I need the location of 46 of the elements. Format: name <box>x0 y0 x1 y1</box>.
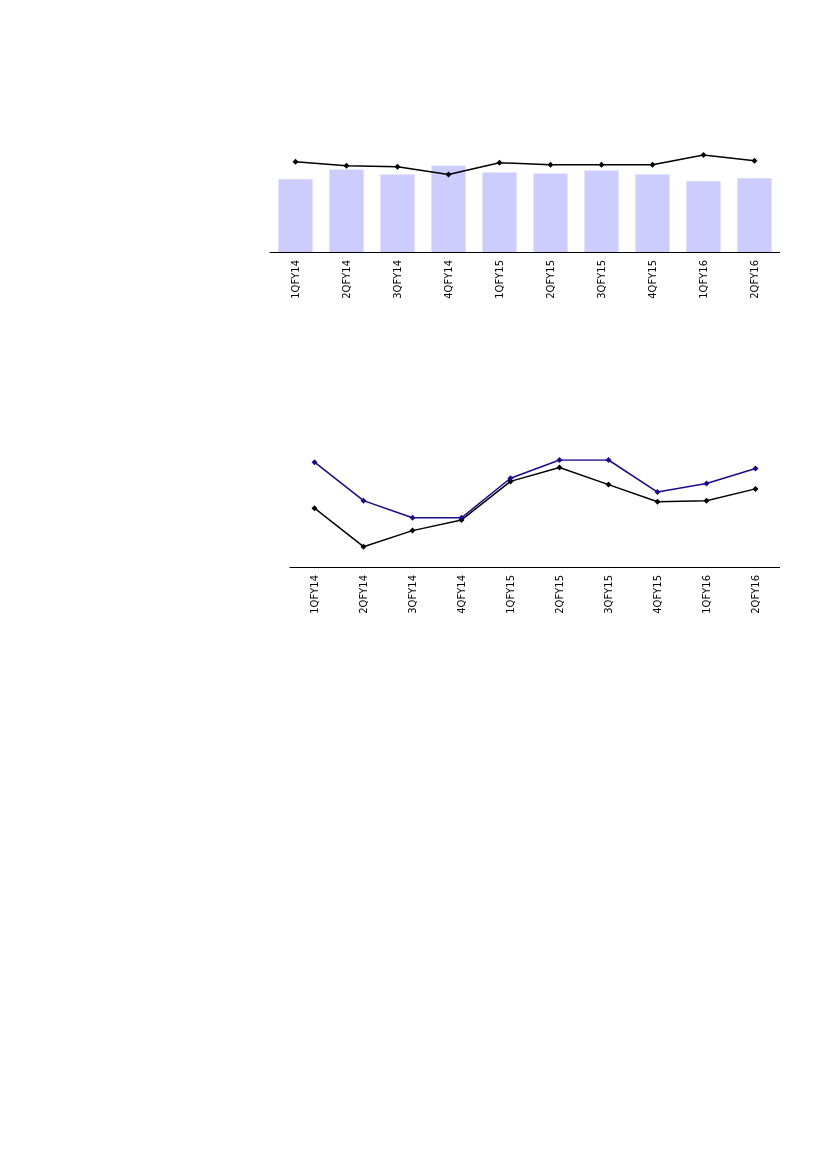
point <box>649 161 656 168</box>
x-tick-label: 2QFY16 <box>749 260 760 299</box>
x-tick-label: 2QFY14 <box>358 575 369 614</box>
point <box>292 158 299 165</box>
point <box>409 514 416 521</box>
point <box>605 457 612 463</box>
point <box>360 497 367 504</box>
x-tick-label: 1QFY16 <box>698 260 709 299</box>
x-tick-label: 3QFY15 <box>603 575 614 614</box>
point <box>700 152 707 158</box>
x-tick-label: 2QFY16 <box>750 575 761 614</box>
point <box>703 497 710 504</box>
x-tick-label: 1QFY16 <box>701 575 712 614</box>
point <box>496 159 503 166</box>
x-tick-label: 2QFY15 <box>554 575 565 614</box>
point <box>752 485 759 492</box>
x-tick-label: 2QFY15 <box>545 260 556 299</box>
point <box>605 481 612 488</box>
x-tick-label: 3QFY15 <box>596 260 607 299</box>
point <box>654 489 661 496</box>
point <box>654 498 661 505</box>
x-tick-label: 2QFY14 <box>341 260 352 299</box>
point <box>445 171 452 178</box>
x-tick-label: 3QFY14 <box>407 575 418 614</box>
point <box>343 162 350 169</box>
point <box>598 161 605 168</box>
x-tick-label: 1QFY15 <box>505 575 516 614</box>
x-tick-label: 4QFY14 <box>443 260 454 299</box>
x-tick-label: 1QFY15 <box>494 260 505 299</box>
point <box>703 480 710 487</box>
x-tick-label: 1QFY14 <box>309 575 320 614</box>
point <box>556 464 563 471</box>
point <box>311 459 318 466</box>
point <box>409 527 416 534</box>
point <box>556 457 563 463</box>
point <box>394 163 401 170</box>
point <box>547 161 554 168</box>
x-tick-label: 3QFY14 <box>392 260 403 299</box>
x-tick-label: 4QFY15 <box>647 260 658 299</box>
x-tick-label: 4QFY14 <box>456 575 467 614</box>
x-tick-label: 1QFY14 <box>290 260 301 299</box>
x-tick-label: 4QFY15 <box>652 575 663 614</box>
point <box>752 465 759 472</box>
point <box>311 505 318 512</box>
point <box>360 543 367 550</box>
point <box>751 157 758 164</box>
